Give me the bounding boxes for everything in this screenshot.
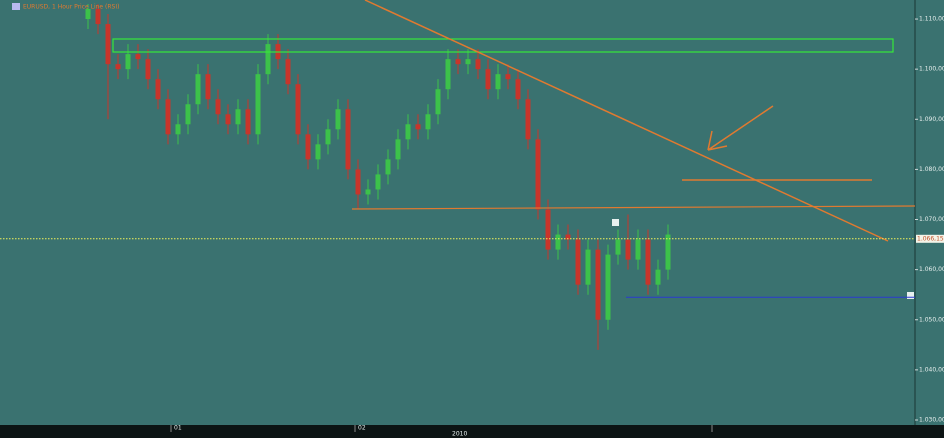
candle-body — [615, 239, 621, 255]
candle-body — [475, 59, 481, 70]
candle-body — [95, 9, 101, 25]
candle-body — [445, 59, 451, 90]
y-tick-label: 1.080,00 — [919, 166, 944, 173]
candle-body — [635, 239, 641, 260]
support-line — [351, 205, 916, 210]
candle-body — [145, 59, 151, 80]
candle-body — [225, 114, 231, 125]
candle-body — [605, 254, 611, 320]
candle-body — [255, 74, 261, 135]
candle-body — [125, 54, 131, 70]
candle-body — [455, 59, 461, 65]
candle-body — [565, 234, 571, 240]
y-tick-label: 1.040,00 — [919, 366, 944, 373]
trendline — [364, 0, 889, 242]
candle-body — [545, 209, 551, 250]
x-tick-label: 2010 — [452, 431, 467, 438]
candle-body — [385, 159, 391, 175]
candle-body — [335, 109, 341, 130]
candle-body — [495, 74, 501, 90]
x-axis-strip — [0, 425, 944, 438]
candle-body — [485, 69, 491, 90]
candle-body — [415, 124, 421, 130]
candle-body — [555, 234, 561, 250]
x-tick-label: 02 — [358, 425, 366, 432]
candle-body — [395, 139, 401, 160]
current-price-label: 1.066,15 — [917, 235, 944, 242]
candle-body — [305, 134, 311, 160]
plot-area — [85, 4, 671, 350]
candle-body — [525, 99, 531, 140]
marker-icon — [612, 219, 619, 226]
candle-body — [515, 79, 521, 100]
candle-body — [205, 74, 211, 100]
price-tag — [916, 234, 944, 243]
candle-body — [535, 139, 541, 210]
candle-body — [215, 99, 221, 115]
x-tick-label: 01 — [174, 425, 182, 432]
candle-body — [665, 234, 671, 270]
candle-body — [135, 54, 141, 60]
candle-body — [345, 109, 351, 170]
candle-body — [165, 99, 171, 135]
candle-body — [85, 9, 91, 20]
candle-body — [195, 74, 201, 105]
y-tick-label: 1.050,00 — [919, 316, 944, 323]
y-tick-label: 1.060,00 — [919, 266, 944, 273]
candle-body — [645, 239, 651, 285]
candle-body — [655, 269, 661, 285]
candle-body — [355, 169, 361, 195]
marker-icon — [907, 292, 914, 299]
candle-body — [375, 174, 381, 190]
candle-body — [295, 84, 301, 135]
candle-body — [435, 89, 441, 115]
candle-body — [405, 124, 411, 140]
candle-body — [265, 44, 271, 75]
y-tick-label: 1.030,00 — [919, 416, 944, 423]
candle-body — [505, 74, 511, 80]
candle-body — [175, 124, 181, 135]
candle-body — [235, 109, 241, 125]
candle-body — [155, 79, 161, 100]
candle-body — [285, 59, 291, 85]
candle-body — [115, 64, 121, 70]
arrow — [707, 105, 774, 151]
y-tick-label: 1.100,00 — [919, 66, 944, 73]
candle-body — [625, 239, 631, 260]
candle-body — [425, 114, 431, 130]
y-tick-label: 1.090,00 — [919, 116, 944, 123]
chart-icon — [12, 3, 20, 10]
candle-body — [595, 249, 601, 320]
resistance-zone — [112, 38, 894, 53]
candle-body — [105, 24, 111, 65]
candle-body — [325, 129, 331, 145]
candle-body — [185, 104, 191, 125]
candle-body — [315, 144, 321, 160]
y-tick-label: 1.110,00 — [919, 16, 944, 23]
candle-body — [465, 59, 471, 65]
y-tick-label: 1.070,00 — [919, 216, 944, 223]
candle-body — [365, 189, 371, 195]
chart-title: EURUSD, 1 Hour Price Line (RSI) — [23, 4, 119, 11]
candle-body — [245, 109, 251, 135]
candle-body — [585, 249, 591, 285]
candle-body — [575, 239, 581, 285]
